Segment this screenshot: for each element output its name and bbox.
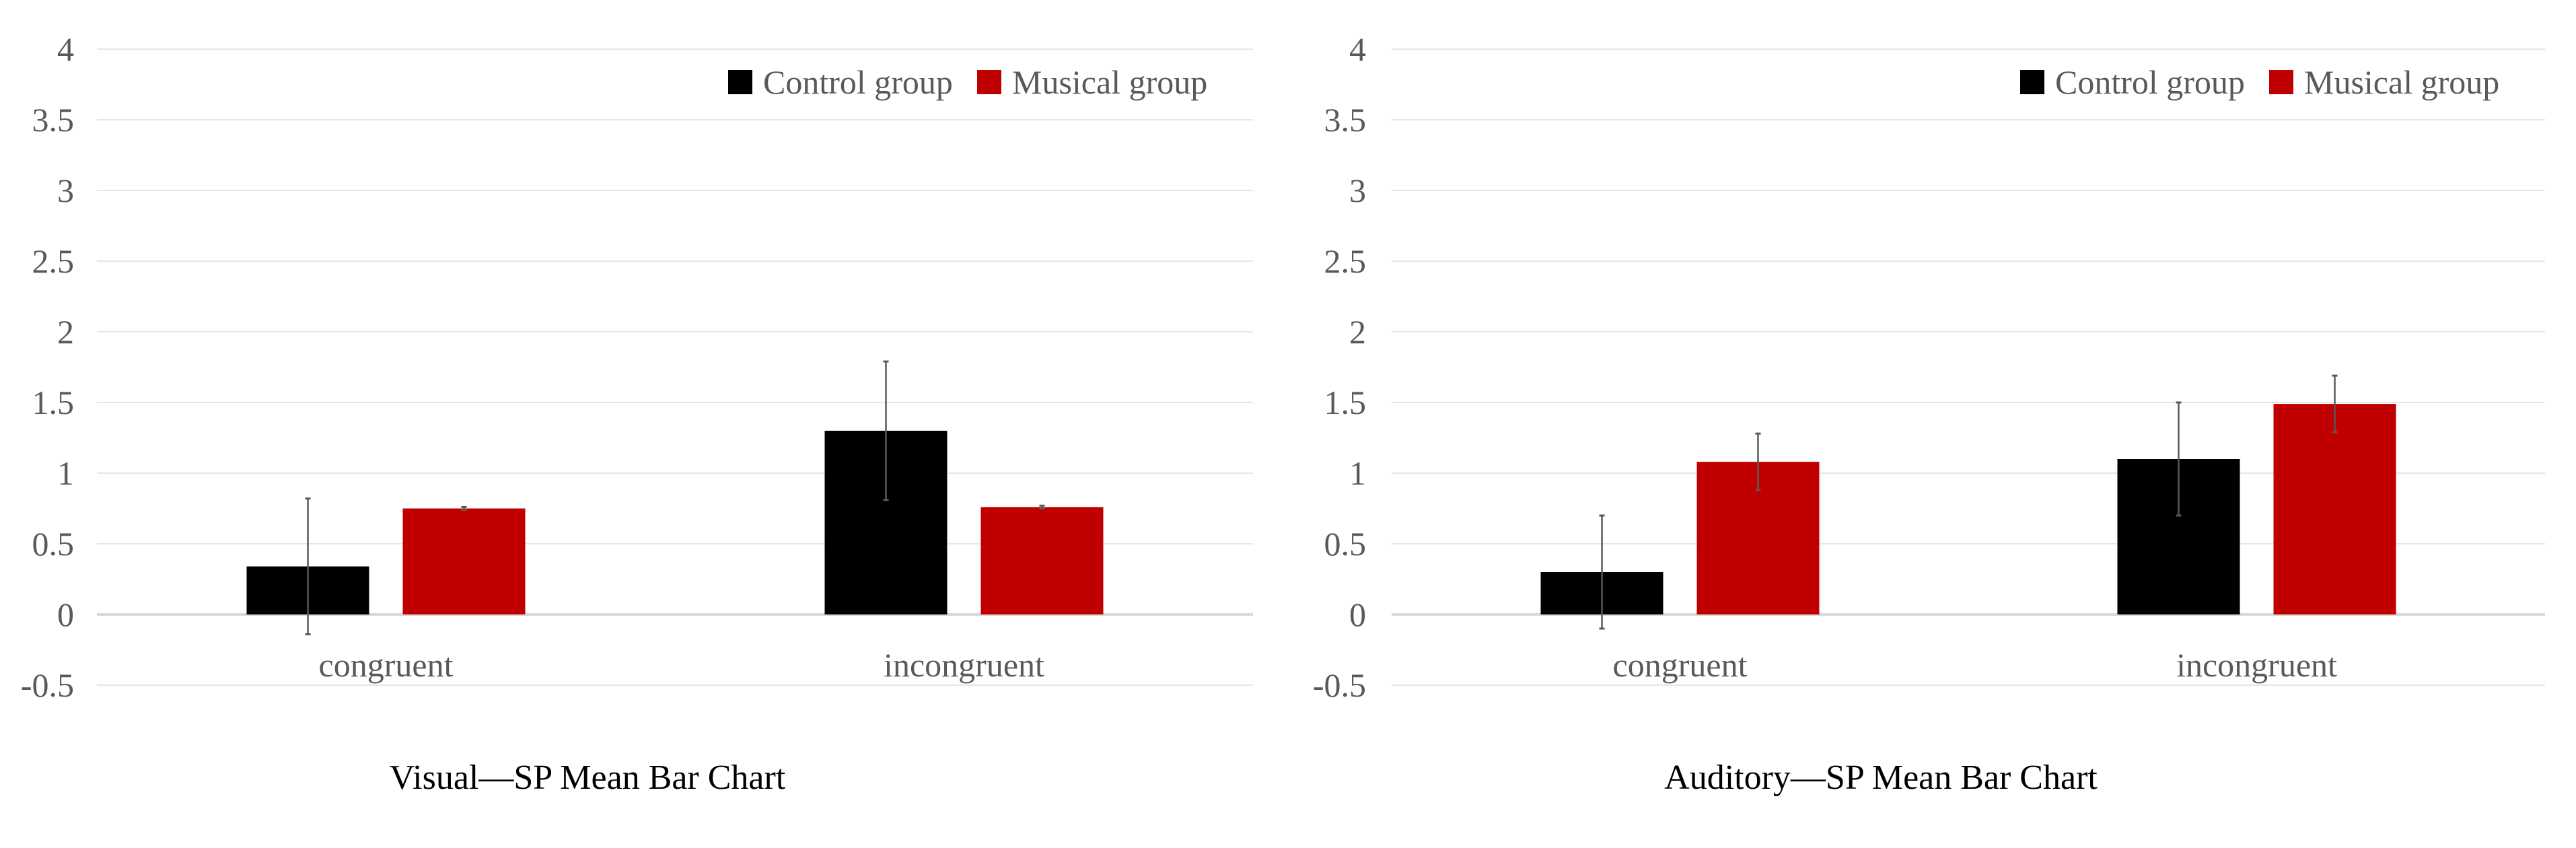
- y-tick-label: 3.5: [1324, 101, 1367, 139]
- chart-title: Auditory—SP Mean Bar Chart: [1664, 758, 2098, 797]
- y-tick-label: 4: [1349, 30, 1366, 68]
- chart-title: Visual—SP Mean Bar Chart: [390, 758, 786, 797]
- legend-label: Musical group: [1012, 63, 1207, 101]
- category-label: incongruent: [2176, 646, 2337, 684]
- y-tick-label: 0.5: [32, 525, 75, 563]
- y-tick-label: 0: [1349, 596, 1366, 633]
- y-tick-label: 3.5: [32, 101, 75, 139]
- y-tick-label: 1.5: [1324, 384, 1367, 421]
- legend-swatch: [2269, 70, 2293, 94]
- category-label: incongruent: [884, 646, 1044, 684]
- y-tick-label: 2: [57, 313, 74, 351]
- bar-musical-group: [980, 507, 1104, 614]
- y-tick-label: 1: [1349, 454, 1366, 492]
- visual-sp-chart: -0.5 0 0.5 1 1.5 2 2.5 3 3.5 4 congruent incongruen…: [21, 30, 1253, 797]
- legend-swatch: [728, 70, 752, 94]
- legend-label: Control group: [763, 63, 953, 101]
- category-label: congruent: [319, 646, 454, 684]
- y-tick-label: 0.5: [1324, 525, 1367, 563]
- y-tick-label: -0.5: [21, 666, 74, 704]
- legend: Control group Musical group: [728, 63, 1207, 101]
- bar-musical-group: [2273, 404, 2396, 614]
- y-tick-label: -0.5: [1313, 666, 1366, 704]
- y-tick-label: 1: [57, 454, 74, 492]
- y-tick-label: 2: [1349, 313, 1366, 351]
- y-tick-label: 1.5: [32, 384, 75, 421]
- y-tick-label: 3: [1349, 172, 1366, 209]
- legend-swatch: [977, 70, 1001, 94]
- legend-label: Musical group: [2304, 63, 2499, 101]
- bar-musical-group: [402, 508, 526, 614]
- legend-label: Control group: [2055, 63, 2245, 101]
- y-tick-label: 0: [57, 596, 74, 633]
- y-tick-label: 3: [57, 172, 74, 209]
- y-tick-label: 4: [57, 30, 74, 68]
- y-tick-label: 2.5: [32, 242, 75, 280]
- legend: Control group Musical group: [2020, 63, 2499, 101]
- legend-swatch: [2020, 70, 2044, 94]
- auditory-sp-chart: -0.5 0 0.5 1 1.5 2 2.5 3 3.5 4 congruent incongruen…: [1313, 30, 2545, 797]
- y-tick-label: 2.5: [1324, 242, 1367, 280]
- category-label: congruent: [1613, 646, 1748, 684]
